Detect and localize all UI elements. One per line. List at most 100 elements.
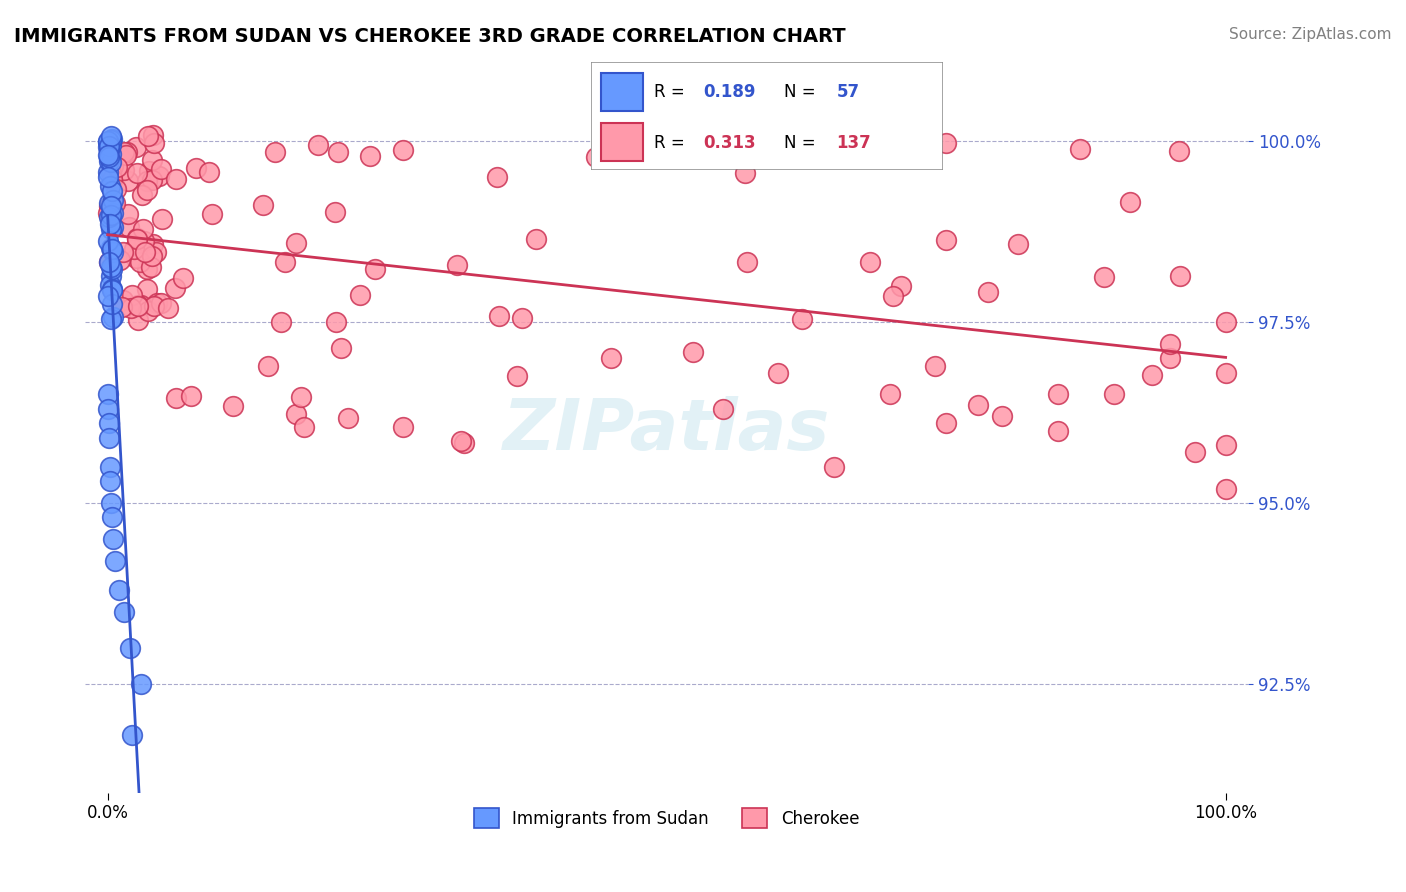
Point [98,196,121,211]
Text: 0.189: 0.189 [703,84,755,102]
Text: 137: 137 [837,134,872,152]
Point [100,133,122,147]
Point [100,199,122,213]
Point [859,255,882,269]
Point [120,301,142,316]
Point [1092,269,1115,284]
Point [1159,336,1181,351]
Bar [602,123,643,161]
Point [790,311,813,326]
Point [122,242,145,256]
Point [97,235,120,249]
Legend: Immigrants from Sudan, Cherokee: Immigrants from Sudan, Cherokee [467,801,866,835]
Point [336,411,359,425]
Point [98,178,121,193]
Point [141,249,163,263]
Point [125,139,148,153]
Point [935,136,957,151]
Point [359,149,381,163]
Point [127,166,149,180]
Point [486,169,509,184]
Point [127,299,149,313]
Point [935,233,957,247]
Point [129,254,152,268]
Point [112,605,135,619]
Point [1215,438,1237,452]
Point [330,341,353,355]
Point [392,143,415,157]
Point [150,211,173,226]
Point [156,301,179,315]
Point [115,145,138,159]
Point [112,163,135,178]
Point [1046,424,1069,438]
Point [104,554,127,568]
Point [98,255,121,269]
Point [450,434,472,449]
Point [125,230,148,244]
Point [135,173,157,187]
Point [924,359,946,373]
Point [879,387,901,401]
Point [100,241,122,255]
Point [112,145,135,159]
Point [97,165,120,179]
Point [1159,351,1181,366]
Point [105,160,128,174]
Point [274,254,297,268]
Point [100,283,122,297]
Point [143,299,166,313]
Point [163,281,186,295]
Point [1215,315,1237,329]
Point [977,285,1000,299]
Point [100,243,122,257]
Point [100,260,122,274]
Point [172,270,194,285]
Point [101,132,124,146]
Point [890,279,912,293]
Point [97,255,120,269]
Point [145,244,167,259]
Text: 57: 57 [837,84,859,102]
Point [101,310,124,325]
Text: ZIPatlas: ZIPatlas [503,396,831,465]
Point [101,194,124,208]
Point [132,234,155,248]
Point [100,510,122,524]
Point [135,281,157,295]
Point [1007,236,1029,251]
Point [768,366,790,380]
Point [136,304,159,318]
Point [506,369,529,384]
Point [101,245,124,260]
Point [264,145,287,159]
Point [103,532,125,546]
Point [100,166,122,180]
Point [364,261,387,276]
Point [599,351,621,366]
Point [98,146,121,161]
Point [100,496,122,510]
Point [328,145,350,159]
Point [453,435,475,450]
Point [142,136,165,150]
Point [104,196,127,211]
Point [97,288,120,302]
Point [391,420,413,434]
Point [121,288,143,302]
Point [991,409,1014,423]
Point [290,390,312,404]
Point [97,143,120,157]
Point [184,161,207,175]
Point [135,183,157,197]
Point [734,166,756,180]
Text: IMMIGRANTS FROM SUDAN VS CHEROKEE 3RD GRADE CORRELATION CHART: IMMIGRANTS FROM SUDAN VS CHEROKEE 3RD GR… [14,27,845,45]
Point [138,163,160,178]
Point [257,359,280,373]
Point [270,315,292,329]
Point [1184,445,1206,459]
Point [100,128,122,143]
Point [118,640,141,655]
Point [100,147,122,161]
Point [135,261,157,276]
